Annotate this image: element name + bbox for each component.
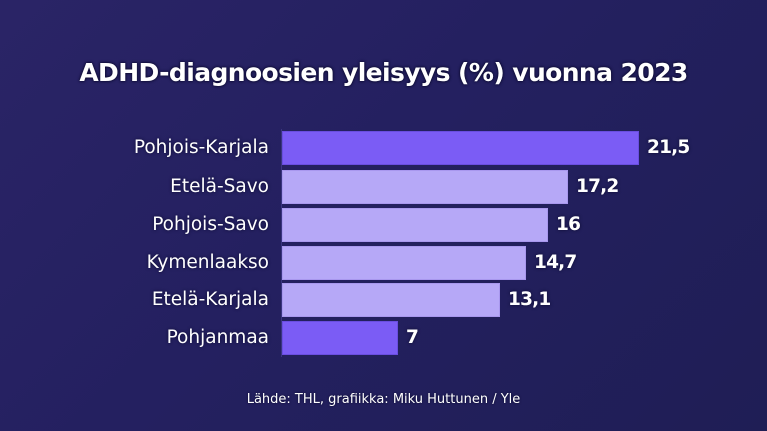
bar <box>282 283 500 317</box>
bar-row: Pohjois-Savo 16 <box>0 208 767 242</box>
category-label: Pohjois-Savo <box>152 214 269 235</box>
bar <box>282 246 526 280</box>
value-label: 7 <box>406 327 419 348</box>
category-label: Pohjois-Karjala <box>133 137 269 158</box>
chart-title: ADHD-diagnoosien yleisyys (%) vuonna 202… <box>79 58 688 87</box>
value-label: 21,5 <box>647 137 690 158</box>
bar-row: Kymenlaakso 14,7 <box>0 246 767 280</box>
category-label: Etelä-Savo <box>170 176 269 197</box>
value-label: 14,7 <box>534 252 577 273</box>
bar <box>282 208 548 242</box>
category-label: Pohjanmaa <box>166 327 269 348</box>
category-label: Etelä-Karjala <box>151 289 269 310</box>
source-credit: Lähde: THL, grafiikka: Miku Huttunen / Y… <box>246 392 521 407</box>
bar-row: Etelä-Savo 17,2 <box>0 170 767 204</box>
bar-row: Pohjois-Karjala 21,5 <box>0 131 767 165</box>
bar-row: Etelä-Karjala 13,1 <box>0 283 767 317</box>
value-label: 13,1 <box>508 289 551 310</box>
bar <box>282 321 398 355</box>
category-label: Kymenlaakso <box>146 252 269 273</box>
y-axis-line <box>281 129 282 357</box>
bar-row: Pohjanmaa 7 <box>0 321 767 355</box>
value-label: 16 <box>556 214 581 235</box>
bar <box>282 131 639 165</box>
value-label: 17,2 <box>576 176 619 197</box>
bar <box>282 170 568 204</box>
